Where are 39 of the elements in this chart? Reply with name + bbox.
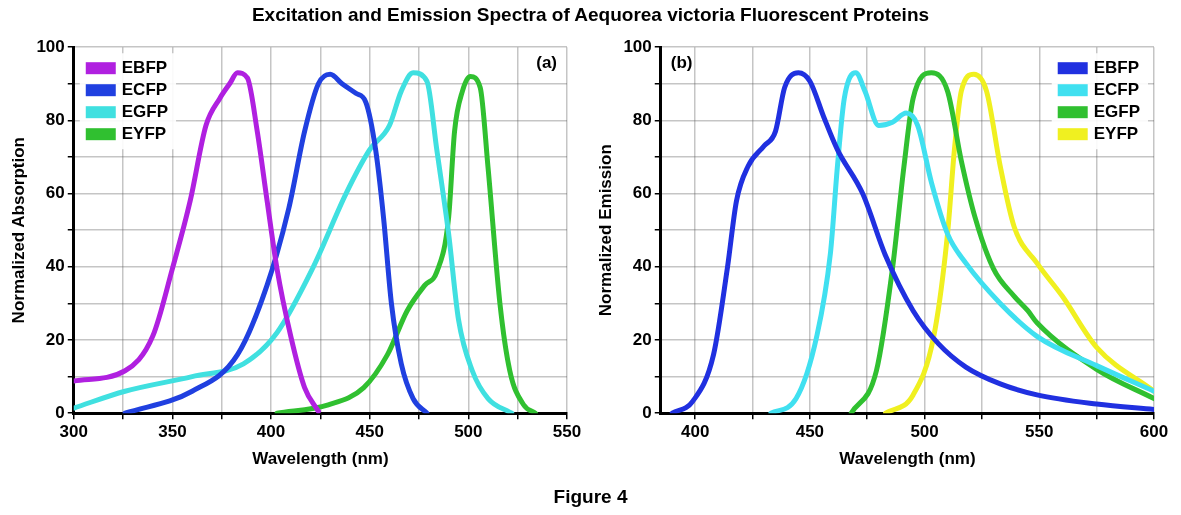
x-axis-title: Wavelength (nm)	[839, 449, 976, 469]
y-axis-title: Normalized Absorption	[8, 137, 28, 324]
annotation: (b)	[670, 53, 693, 73]
y-tick-label: 40	[632, 256, 652, 276]
legend-label: EBFP	[1093, 57, 1140, 77]
legend-label: EYFP	[121, 123, 167, 143]
x-tick-label: 500	[910, 422, 939, 442]
chart-title: Excitation and Emission Spectra of Aequorea victoria Fluorescent Proteins	[250, 4, 931, 26]
y-tick-label: 60	[632, 183, 652, 203]
y-tick-label: 60	[45, 183, 65, 203]
y-tick-label: 20	[632, 329, 652, 349]
caption: Figure 4	[552, 486, 629, 508]
x-tick-label: 400	[256, 422, 286, 442]
legend-label: EGFP	[1093, 101, 1141, 121]
y-tick-label: 100	[623, 36, 652, 56]
x-axis-title: Wavelength (nm)	[252, 449, 389, 469]
annotation: (a)	[536, 53, 557, 73]
y-tick-label: 40	[45, 256, 65, 276]
legend-label: EBFP	[121, 57, 168, 77]
legend-label: ECFP	[1093, 79, 1140, 99]
x-tick-label: 450	[355, 422, 384, 442]
y-tick-label: 0	[642, 402, 652, 422]
legend-label: EGFP	[121, 101, 169, 121]
y-tick-label: 100	[36, 36, 65, 56]
x-tick-label: 550	[1025, 422, 1054, 442]
x-tick-label: 550	[552, 422, 582, 442]
y-tick-label: 0	[55, 402, 65, 422]
x-tick-label: 300	[59, 422, 88, 442]
legend-label: ECFP	[121, 79, 168, 99]
y-tick-label: 80	[45, 110, 65, 130]
y-tick-label: 20	[45, 329, 65, 349]
legend-label: EYFP	[1093, 123, 1139, 143]
y-tick-label: 80	[632, 110, 652, 130]
x-tick-label: 400	[680, 422, 710, 442]
x-tick-label: 350	[158, 422, 187, 442]
x-tick-label: 600	[1139, 422, 1169, 442]
x-tick-label: 500	[454, 422, 483, 442]
y-axis-title: Normalized Emission	[595, 144, 615, 317]
x-tick-label: 450	[795, 422, 825, 442]
